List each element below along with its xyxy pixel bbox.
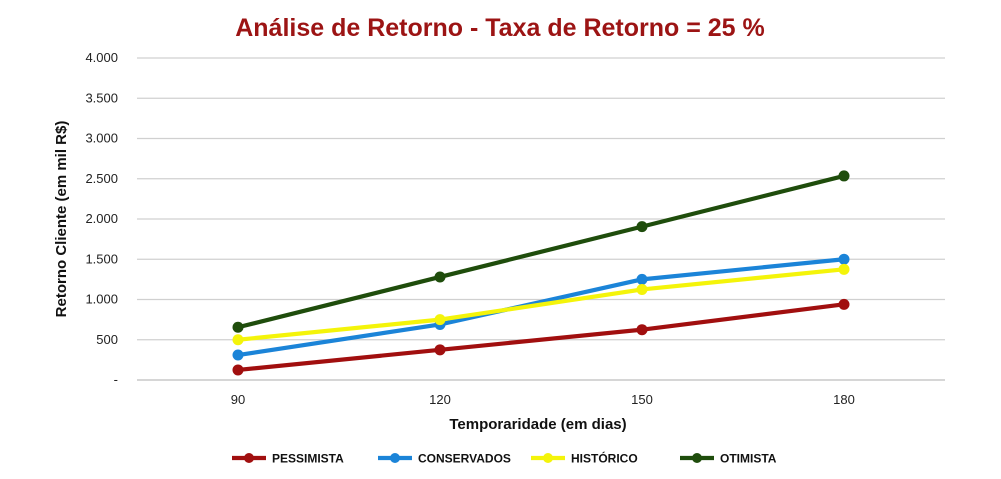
y-tick-label: 2.000	[85, 211, 118, 226]
series-lines	[232, 170, 850, 376]
legend-swatch-marker	[543, 453, 553, 463]
legend-item: HISTÓRICO	[531, 451, 638, 466]
legend-label: OTIMISTA	[720, 452, 777, 466]
y-tick-label: 1.000	[85, 292, 118, 307]
data-point	[232, 364, 244, 376]
legend-item: CONSERVADOS	[378, 452, 511, 466]
y-tick-label: 1.500	[85, 251, 118, 266]
y-axis-label: Retorno Cliente (em mil R$)	[53, 121, 70, 318]
chart-title: Análise de Retorno - Taxa de Retorno = 2…	[235, 14, 765, 42]
x-tick-label: 90	[231, 392, 245, 407]
legend-swatch-marker	[692, 453, 702, 463]
series-line	[235, 173, 847, 330]
x-axis-ticks: 90 120 150 180	[231, 392, 855, 407]
data-point	[636, 273, 648, 285]
data-point	[232, 321, 244, 333]
y-tick-label: -	[114, 372, 118, 387]
x-axis-label: Temporaridade (em dias)	[449, 416, 626, 433]
legend-label: PESSIMISTA	[272, 452, 344, 466]
data-point	[636, 324, 648, 336]
data-point	[232, 334, 244, 346]
series-line	[235, 257, 847, 358]
legend-item: OTIMISTA	[680, 452, 777, 466]
y-tick-label: 3.000	[85, 131, 118, 146]
legend-swatch-marker	[244, 453, 254, 463]
legend-label: HISTÓRICO	[571, 451, 638, 466]
x-tick-label: 150	[631, 392, 653, 407]
series-histórico	[232, 263, 850, 346]
legend-swatch-marker	[390, 453, 400, 463]
legend-item: PESSIMISTA	[232, 452, 344, 466]
data-point	[838, 263, 850, 275]
data-point	[434, 271, 446, 283]
grid-lines	[137, 57, 945, 381]
series-line	[235, 302, 847, 373]
x-tick-label: 120	[429, 392, 451, 407]
series-otimista	[232, 170, 850, 333]
data-point	[838, 253, 850, 265]
data-point	[636, 221, 648, 233]
y-tick-label: 4.000	[85, 50, 118, 65]
y-tick-label: 2.500	[85, 171, 118, 186]
x-tick-label: 180	[833, 392, 855, 407]
y-axis-ticks: - 500 1.000 1.500 2.000 2.500 3.000 3.500 4.000	[85, 50, 118, 387]
y-tick-label: 3.500	[85, 90, 118, 105]
series-pessimista	[232, 298, 850, 376]
data-point	[838, 298, 850, 310]
data-point	[434, 344, 446, 356]
legend-label: CONSERVADOS	[418, 452, 511, 466]
data-point	[434, 314, 446, 326]
data-point	[838, 170, 850, 182]
series-line	[235, 267, 847, 342]
y-tick-label: 500	[96, 332, 118, 347]
data-point	[636, 283, 648, 295]
data-point	[232, 349, 244, 361]
legend: PESSIMISTA CONSERVADOS HISTÓRICO OTIMISTA	[232, 451, 777, 466]
